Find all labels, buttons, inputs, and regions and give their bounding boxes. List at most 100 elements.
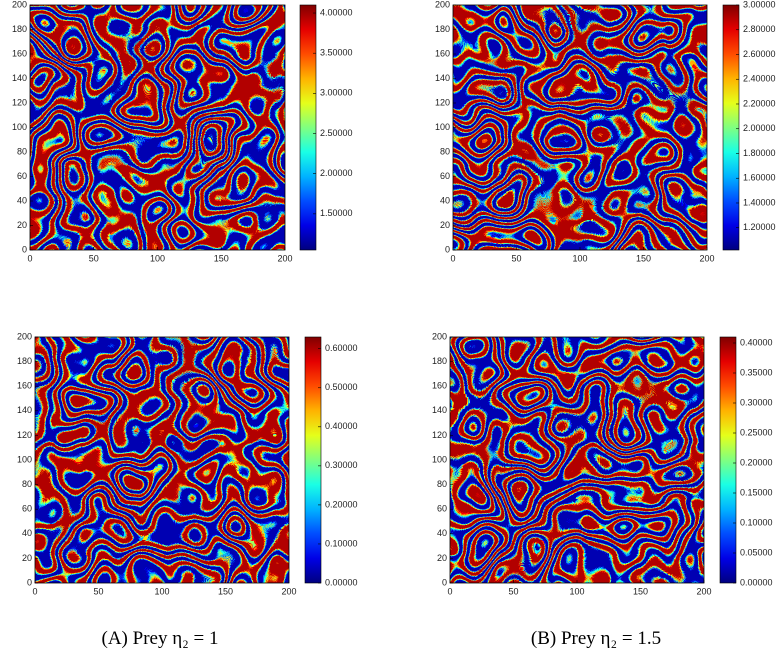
y-tick-label: 0 xyxy=(27,577,32,587)
y-tick-label: 140 xyxy=(12,73,27,83)
x-tick-label: 0 xyxy=(447,586,452,596)
y-tick-label: 120 xyxy=(17,430,32,440)
x-tick-label: 100 xyxy=(569,586,584,596)
y-tick-label: 80 xyxy=(22,479,32,489)
x-tick-label: 50 xyxy=(89,253,99,263)
y-tick-label: 180 xyxy=(17,356,32,366)
y-tick-label: 200 xyxy=(432,331,447,341)
caption: (A) Prey η₂ = 1 xyxy=(101,628,219,649)
colorbar-tick-label: 2.60000 xyxy=(743,49,776,59)
x-tick-label: 200 xyxy=(696,586,711,596)
colorbar-tick-label: 1.20000 xyxy=(743,222,776,232)
y-tick-label: 20 xyxy=(437,553,447,563)
y-tick-label: 0 xyxy=(442,577,447,587)
colorbar-tick-label: 0.00000 xyxy=(740,577,773,587)
colorbar-tick-label: 0.15000 xyxy=(740,487,773,497)
x-tick-label: 50 xyxy=(511,253,521,263)
x-tick-label: 100 xyxy=(154,586,169,596)
y-tick-label: 60 xyxy=(17,171,27,181)
colorbar-tick-label: 2.40000 xyxy=(743,74,776,84)
colorbar-tick-label: 1.60000 xyxy=(743,173,776,183)
y-tick-label: 60 xyxy=(440,171,450,181)
y-tick-label: 80 xyxy=(17,146,27,156)
y-tick-label: 200 xyxy=(435,0,450,9)
y-tick-label: 180 xyxy=(432,356,447,366)
x-tick-label: 100 xyxy=(572,253,587,263)
y-tick-label: 40 xyxy=(440,195,450,205)
y-tick-label: 60 xyxy=(437,504,447,514)
colorbar-tick-label: 0.00000 xyxy=(325,577,358,587)
x-tick-label: 0 xyxy=(27,253,32,263)
colorbar-tick-label: 0.40000 xyxy=(740,337,773,347)
colorbar-tick-label: 1.80000 xyxy=(743,148,776,158)
x-tick-label: 50 xyxy=(508,586,518,596)
x-tick-label: 200 xyxy=(699,253,714,263)
y-tick-label: 120 xyxy=(12,97,27,107)
y-tick-label: 60 xyxy=(22,504,32,514)
colorbar-tick-label: 3.50000 xyxy=(320,48,353,58)
colorbar xyxy=(304,336,322,584)
y-tick-label: 0 xyxy=(22,244,27,254)
y-tick-label: 0 xyxy=(445,244,450,254)
colorbar-tick-label: 2.00000 xyxy=(320,168,353,178)
colorbar-tick-label: 1.40000 xyxy=(743,197,776,207)
x-tick-label: 100 xyxy=(150,253,165,263)
colorbar-tick-label: 0.20000 xyxy=(325,499,358,509)
x-tick-label: 150 xyxy=(218,586,233,596)
y-tick-label: 180 xyxy=(435,24,450,34)
colorbar-tick-label: 0.10000 xyxy=(740,517,773,527)
colorbar-tick-label: 0.20000 xyxy=(740,457,773,467)
y-tick-label: 20 xyxy=(17,220,27,230)
colorbar-tick-label: 0.30000 xyxy=(325,460,358,470)
y-tick-label: 140 xyxy=(432,405,447,415)
colorbar-tick-label: 1.50000 xyxy=(320,208,353,218)
heatmap-field xyxy=(450,337,704,583)
colorbar-tick-label: 0.40000 xyxy=(325,421,358,431)
y-tick-label: 200 xyxy=(17,331,32,341)
colorbar-tick-label: 0.60000 xyxy=(325,343,358,353)
y-tick-label: 200 xyxy=(12,0,27,9)
colorbar xyxy=(719,336,737,584)
y-tick-label: 100 xyxy=(435,122,450,132)
y-tick-label: 120 xyxy=(435,97,450,107)
x-tick-label: 0 xyxy=(32,586,37,596)
x-tick-label: 200 xyxy=(281,586,296,596)
heatmap-field xyxy=(30,5,285,250)
y-tick-label: 180 xyxy=(12,24,27,34)
colorbar-tick-label: 2.80000 xyxy=(743,24,776,34)
colorbar-tick-label: 2.50000 xyxy=(320,128,353,138)
colorbar-tick-label: 0.25000 xyxy=(740,427,773,437)
y-tick-label: 40 xyxy=(437,528,447,538)
y-tick-label: 100 xyxy=(432,454,447,464)
y-tick-label: 100 xyxy=(12,122,27,132)
colorbar-tick-label: 0.35000 xyxy=(740,367,773,377)
y-tick-label: 140 xyxy=(17,405,32,415)
x-tick-label: 200 xyxy=(277,253,292,263)
caption: (B) Prey η₂ = 1.5 xyxy=(530,628,662,649)
x-tick-label: 150 xyxy=(636,253,651,263)
y-tick-label: 80 xyxy=(437,479,447,489)
y-tick-label: 160 xyxy=(435,48,450,58)
colorbar-tick-label: 0.50000 xyxy=(325,382,358,392)
y-tick-label: 100 xyxy=(17,454,32,464)
colorbar-tick-label: 0.30000 xyxy=(740,397,773,407)
colorbar xyxy=(722,4,740,251)
chart-grid: 0 50 100 150 2000204060801001201401601802001… xyxy=(12,0,776,596)
y-tick-label: 120 xyxy=(432,430,447,440)
y-tick-label: 160 xyxy=(12,48,27,58)
y-tick-label: 160 xyxy=(432,381,447,391)
colorbar-tick-label: 4.00000 xyxy=(320,7,353,17)
x-tick-label: 50 xyxy=(93,586,103,596)
heatmap-field xyxy=(35,337,289,583)
y-tick-label: 20 xyxy=(440,220,450,230)
colorbar-tick-label: 3.00000 xyxy=(743,0,776,9)
x-tick-label: 0 xyxy=(450,253,455,263)
y-tick-label: 20 xyxy=(22,553,32,563)
colorbar-tick-label: 2.20000 xyxy=(743,98,776,108)
y-tick-label: 40 xyxy=(17,195,27,205)
x-tick-label: 150 xyxy=(633,586,648,596)
y-tick-label: 140 xyxy=(435,73,450,83)
y-tick-label: 80 xyxy=(440,146,450,156)
colorbar-tick-label: 0.05000 xyxy=(740,547,773,557)
